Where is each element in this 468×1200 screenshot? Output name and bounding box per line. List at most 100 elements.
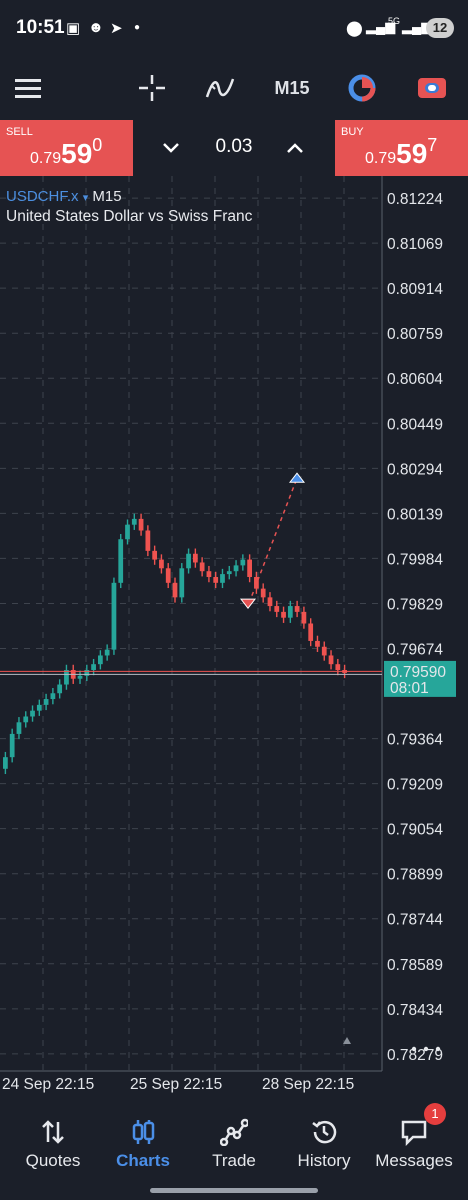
crosshair-icon[interactable] — [132, 58, 172, 118]
y-tick-label: 0.80914 — [387, 281, 443, 298]
nav-charts[interactable]: Charts — [96, 1100, 190, 1190]
location-icon: ⬤ — [346, 20, 363, 37]
candle-body — [111, 582, 117, 650]
one-click-icon[interactable] — [342, 58, 382, 118]
candle-body — [16, 722, 22, 734]
more-dots-icon — [411, 1046, 417, 1052]
symbol-description: United States Dollar vs Swiss Franc — [6, 208, 253, 225]
timeframe-button[interactable]: M15 — [266, 58, 318, 118]
candle-body — [247, 559, 253, 578]
charts-icon — [132, 1120, 155, 1144]
sell-marker-icon — [239, 598, 257, 609]
chart-canvas[interactable]: 0.81224 0.81069 0.80914 0.80759 0.80604 0.804… — [0, 176, 468, 1100]
signal-icon: ▂▄▆ — [366, 19, 396, 34]
candle-body — [274, 606, 280, 612]
sell-button[interactable]: SELL 0.79590 — [0, 120, 133, 176]
candle-body — [152, 550, 158, 560]
bottom-navigation: Quotes Charts Trade History Messages — [0, 1100, 468, 1200]
y-tick-label: 0.80449 — [387, 416, 443, 433]
chart-symbol[interactable]: USDCHF.x ▾ M15 — [6, 188, 122, 205]
symbol-dropdown-icon: ▾ — [82, 192, 89, 204]
candle-body — [254, 577, 259, 589]
candle-body — [57, 684, 63, 694]
nav-trade[interactable]: Trade — [187, 1100, 281, 1190]
candle-body — [64, 669, 69, 685]
lot-increase-button[interactable] — [286, 134, 304, 160]
y-tick-label: 0.79209 — [387, 777, 443, 794]
trade-bar: SELL 0.79590 0.03 BUY 0.79597 — [0, 120, 468, 176]
dot-icon: ● — [134, 22, 141, 33]
candle-body — [165, 568, 171, 583]
trade-link-line — [248, 477, 298, 604]
more-dots-icon — [435, 1046, 441, 1052]
y-tick-label: 0.79674 — [387, 641, 443, 658]
indicators-icon[interactable] — [200, 58, 240, 118]
candle-body — [213, 577, 219, 583]
y-tick-label: 0.78899 — [387, 867, 443, 884]
status-bar: 10:51 ▣ ☻ ➤ ● ⬤ ▂▄▆ 5G ▂▄▆ 12 — [0, 0, 468, 58]
nav-quotes[interactable]: Quotes — [6, 1100, 100, 1190]
candle-body — [328, 655, 334, 665]
candle-body — [159, 559, 164, 569]
candle-body — [281, 611, 286, 618]
home-indicator[interactable] — [150, 1188, 318, 1193]
buy-button[interactable]: BUY 0.79597 — [335, 120, 468, 176]
candle-body — [179, 568, 185, 598]
x-tick-label: 24 Sep 22:15 — [2, 1076, 94, 1093]
nav-history[interactable]: History — [277, 1100, 371, 1190]
lot-size-value[interactable]: 0.03 — [215, 136, 253, 157]
candle-body — [301, 611, 307, 624]
candle-body — [240, 559, 246, 566]
candle-body — [199, 562, 205, 572]
y-tick-label: 0.80294 — [387, 461, 443, 478]
network-label: 5G — [388, 16, 401, 26]
candle-body — [104, 649, 110, 656]
nav-trade-label: Trade — [212, 1151, 256, 1170]
y-tick-label: 0.78589 — [387, 957, 443, 974]
candle-body — [131, 518, 137, 525]
y-tick-label: 0.80759 — [387, 326, 443, 343]
candle-body — [3, 757, 8, 769]
price-chart[interactable]: 0.81224 0.81069 0.80914 0.80759 0.80604 0.804… — [0, 176, 468, 1100]
y-tick-label: 0.78279 — [387, 1047, 443, 1064]
current-price-tag — [384, 660, 456, 697]
telegram-icon: ➤ — [110, 20, 123, 37]
symbol-timeframe: M15 — [92, 188, 122, 205]
timeframe-label: M15 — [274, 77, 310, 98]
screenshot-icon: ▣ — [66, 20, 81, 37]
trade-icon — [220, 1118, 248, 1146]
signal-icon-2: ▂▄▆ — [402, 19, 432, 34]
battery-indicator: 12 — [426, 18, 454, 38]
candle-body — [77, 675, 83, 679]
candle-body — [321, 646, 327, 656]
more-dots-icon — [423, 1046, 429, 1052]
candle-body — [308, 623, 314, 641]
nav-quotes-label: Quotes — [25, 1151, 81, 1170]
nav-history-label: History — [297, 1151, 351, 1170]
nav-messages[interactable]: Messages — [367, 1100, 461, 1190]
lot-decrease-button[interactable] — [162, 134, 180, 160]
x-tick-label: 25 Sep 22:15 — [130, 1076, 222, 1093]
sell-price: 0.79590 — [30, 134, 103, 169]
y-tick-label: 0.78434 — [387, 1002, 443, 1019]
y-tick-label: 0.81069 — [387, 236, 443, 253]
buy-marker-icon — [288, 472, 306, 483]
candle-body — [233, 565, 239, 572]
buy-price: 0.79597 — [365, 134, 438, 169]
menu-icon[interactable] — [8, 58, 48, 118]
candle-body — [43, 699, 49, 705]
messages-badge: 1 — [424, 1103, 446, 1125]
status-time: 10:51 — [16, 17, 65, 38]
candle-body — [206, 571, 212, 578]
candle-body — [294, 606, 300, 612]
buy-label: BUY — [341, 126, 364, 138]
trade-toggle-icon[interactable] — [412, 58, 452, 118]
candle-body — [138, 518, 144, 531]
candle-body — [125, 524, 130, 540]
y-tick-label: 0.79984 — [387, 551, 443, 568]
candle-body — [226, 571, 232, 575]
chart-shift-icon — [343, 1037, 351, 1044]
candle-body — [172, 582, 178, 598]
nav-charts-label: Charts — [116, 1151, 170, 1170]
chart-toolbar: M15 — [0, 58, 468, 118]
